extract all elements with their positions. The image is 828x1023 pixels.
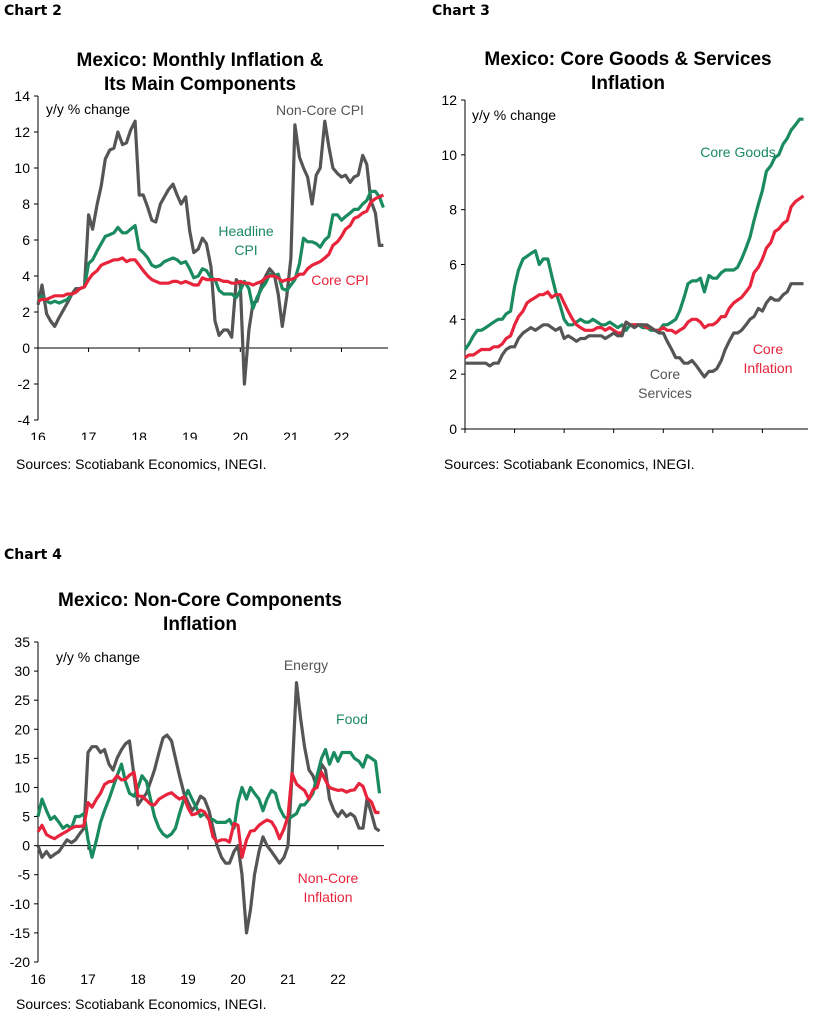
chart-title-line: Mexico: Monthly Inflation &	[77, 50, 324, 71]
y-tick-label: 25	[14, 692, 30, 708]
chart-3-source: Sources: Scotiabank Economics, INEGI.	[444, 456, 695, 472]
chart-title-line: Inflation	[163, 614, 237, 635]
chart-3: Mexico: Core Goods & Services Inflation 0 2…	[441, 49, 808, 440]
series-line-core-inflation	[464, 194, 805, 360]
series-label-headline-cpi: CPI	[234, 242, 257, 258]
y-tick-label: 2	[22, 304, 30, 320]
x-tick-label: 22	[755, 438, 771, 440]
series-line-core-cpi	[37, 193, 385, 303]
series-label-core-inflation: Inflation	[743, 360, 792, 376]
y-tick-label: 35	[14, 634, 30, 650]
series-line-non-core-cpi	[36, 119, 384, 386]
series-line-headline-cpi	[36, 189, 385, 310]
y-tick-label: 0	[22, 838, 30, 854]
x-tick-label: 21	[283, 429, 299, 440]
x-tick-label: 19	[182, 429, 198, 440]
x-tick-label: 20	[233, 429, 249, 440]
series-label-core-services: Services	[638, 385, 692, 401]
y-tick-label: 4	[22, 268, 30, 284]
y-tick-label: 2	[449, 366, 457, 382]
chart-2-label: Chart 2	[4, 3, 62, 19]
series-label-core-inflation: Core	[753, 341, 784, 357]
y-tick-label: 20	[14, 721, 30, 737]
series-label-non-core-inflation: Non-Core	[298, 870, 359, 886]
y-tick-label: 0	[22, 340, 30, 356]
y-tick-label: 12	[441, 92, 457, 108]
chart-4: Mexico: Non-Core Components Inflation -20 -…	[10, 590, 384, 987]
x-tick-label: 16	[30, 429, 46, 440]
series-label-core-cpi: Core CPI	[311, 272, 369, 288]
chart-title-line: Mexico: Core Goods & Services	[484, 49, 771, 70]
y-tick-label: -15	[10, 925, 30, 941]
x-tick-label: 22	[334, 429, 350, 440]
series-label-energy: Energy	[284, 657, 328, 673]
x-tick-label: 17	[81, 429, 97, 440]
y-tick-label: 12	[14, 124, 30, 140]
chart-3-label: Chart 3	[432, 3, 490, 19]
chart-2: Mexico: Monthly Inflation & Its Main Comp…	[14, 50, 388, 440]
y-tick-label: -2	[18, 376, 31, 392]
y-tick-label: 14	[14, 88, 30, 104]
y-tick-label: 10	[14, 160, 30, 176]
series-label-non-core-inflation: Inflation	[303, 889, 352, 905]
x-tick-label: 16	[457, 438, 473, 440]
x-tick-label: 18	[131, 429, 147, 440]
chart-4-label: Chart 4	[4, 547, 62, 563]
y-tick-label: 10	[441, 147, 457, 163]
y-tick-label: -20	[10, 954, 30, 970]
series-line-core-services	[465, 282, 804, 379]
y-tick-label: 4	[449, 311, 457, 327]
y-tick-label: 8	[449, 202, 457, 218]
x-tick-label: 19	[606, 438, 622, 440]
y-tick-label: -5	[18, 867, 31, 883]
x-tick-label: 21	[280, 971, 296, 987]
series-line-non-core-inflation	[36, 770, 380, 859]
y-tick-label: 6	[22, 232, 30, 248]
chart-2-source: Sources: Scotiabank Economics, INEGI.	[16, 456, 267, 472]
y-tick-label: 6	[449, 257, 457, 273]
chart-title-line: Inflation	[591, 73, 665, 94]
x-tick-label: 20	[230, 971, 246, 987]
y-tick-label: 10	[14, 779, 30, 795]
y-tick-label: 8	[22, 196, 30, 212]
series-line-energy	[36, 681, 381, 935]
series-label-non-core-cpi: Non-Core CPI	[276, 102, 364, 118]
series-label-core-goods: Core Goods	[700, 144, 775, 160]
chart-4-source: Sources: Scotiabank Economics, INEGI.	[16, 996, 267, 1012]
chart-title-line: Mexico: Non-Core Components	[58, 590, 342, 611]
chart-title-line: Its Main Components	[104, 74, 296, 95]
y-tick-label: -10	[10, 896, 30, 912]
y-tick-label: 5	[22, 809, 30, 825]
series-label-core-services: Core	[650, 366, 681, 382]
x-tick-label: 20	[655, 438, 671, 440]
x-tick-label: 17	[80, 971, 96, 987]
series-label-headline-cpi: Headline	[218, 223, 273, 239]
x-tick-label: 19	[180, 971, 196, 987]
x-tick-label: 16	[30, 971, 46, 987]
y-tick-label: 30	[14, 663, 30, 679]
y-tick-label: -4	[18, 412, 31, 428]
x-tick-label: 21	[705, 438, 721, 440]
y-tick-label: 15	[14, 750, 30, 766]
x-tick-label: 22	[330, 971, 346, 987]
series-label-food: Food	[336, 711, 368, 727]
x-tick-label: 18	[556, 438, 572, 440]
y-tick-label: 0	[449, 421, 457, 437]
y-axis-label: y/y % change	[46, 101, 130, 117]
x-tick-label: 17	[507, 438, 523, 440]
x-tick-label: 18	[130, 971, 146, 987]
y-axis-label: y/y % change	[472, 107, 556, 123]
y-axis-label: y/y % change	[56, 649, 140, 665]
